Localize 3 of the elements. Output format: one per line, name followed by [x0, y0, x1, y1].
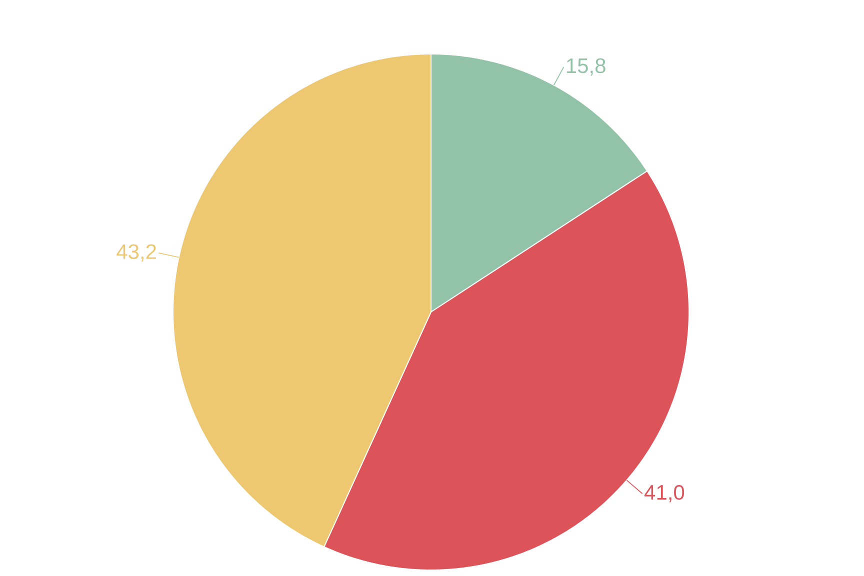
data-label: 15,8 [567, 58, 606, 76]
data-label: 41,0 [644, 484, 684, 502]
data-label: 43,2 [116, 244, 156, 262]
